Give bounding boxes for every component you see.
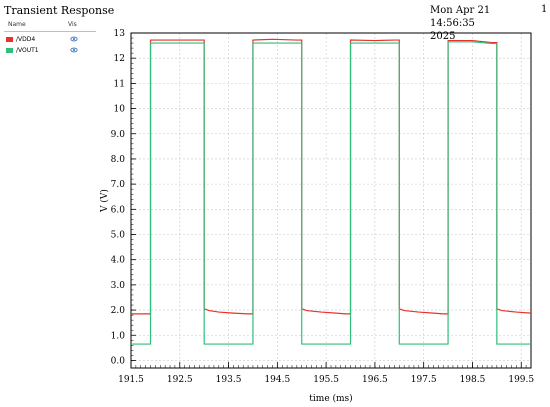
x-tick-label: 198.5	[460, 375, 486, 385]
x-tick-label: 199.5	[508, 375, 534, 385]
timestamp-year: 2025	[430, 31, 456, 42]
eye-icon[interactable]	[70, 35, 78, 43]
series-line-vdd4	[131, 38, 532, 315]
label-layer: 0.0 1.0 2.0 3.0 4.0 5.0 6.0 7.0 8.0 9.0 10 11 12 13 19…	[99, 29, 534, 404]
y-tick-label: 10	[114, 105, 126, 115]
x-tick-label: 192.5	[167, 375, 193, 385]
y-tick-label: 0.0	[111, 356, 126, 366]
x-tick-label: 196.5	[362, 375, 388, 385]
x-tick-label: 195.5	[313, 375, 339, 385]
x-axis-title: time (ms)	[309, 393, 352, 404]
x-tick-label: 191.5	[118, 375, 144, 385]
timestamp: Mon Apr 21 14:56:35 2025	[430, 4, 512, 43]
grid-layer	[130, 32, 531, 368]
y-tick-label: 9.0	[111, 130, 126, 140]
x-tick-label: 193.5	[216, 375, 242, 385]
legend-vis-header: Vis	[68, 21, 77, 28]
axis-layer	[130, 32, 532, 369]
y-tick-label: 4.0	[111, 256, 126, 266]
y-tick-label: 7.0	[111, 180, 126, 190]
y-tick-label: 2.0	[111, 306, 126, 316]
legend-item-vout1[interactable]: /VOUT1	[4, 45, 96, 56]
series-line-vout1	[131, 41, 531, 345]
y-tick-label: 3.0	[111, 281, 126, 291]
legend-swatch-vdd4	[6, 37, 13, 42]
chart-title: Transient Response	[4, 4, 115, 17]
legend-item-vdd4[interactable]: /VDD4	[4, 34, 96, 45]
y-axis-title: V (V)	[99, 189, 110, 213]
legend-label-vout1: /VOUT1	[16, 47, 39, 54]
eye-icon[interactable]	[70, 46, 78, 54]
legend-label-vdd4: /VDD4	[16, 36, 36, 43]
y-tick-label: 5.0	[111, 231, 126, 241]
y-tick-label: 13	[114, 29, 126, 39]
y-tick-label: 11	[114, 79, 125, 89]
y-tick-label: 6.0	[111, 205, 126, 215]
x-tick-label: 194.5	[264, 375, 290, 385]
legend-swatch-vout1	[6, 48, 13, 53]
y-tick-label: 12	[114, 54, 125, 64]
legend-name-header: Name	[8, 21, 26, 28]
legend-header: Name Vis	[4, 20, 96, 31]
legend-divider	[4, 31, 96, 32]
x-tick-label: 197.5	[411, 375, 437, 385]
timestamp-date: Mon Apr 21 14:56:35	[430, 5, 491, 29]
y-tick-label: 1.0	[111, 331, 126, 341]
legend-panel: Name Vis /VDD4 /VOUT1	[4, 20, 96, 56]
y-tick-label: 8.0	[111, 155, 126, 165]
series-layer	[131, 38, 532, 345]
page-number: 1	[541, 4, 548, 15]
